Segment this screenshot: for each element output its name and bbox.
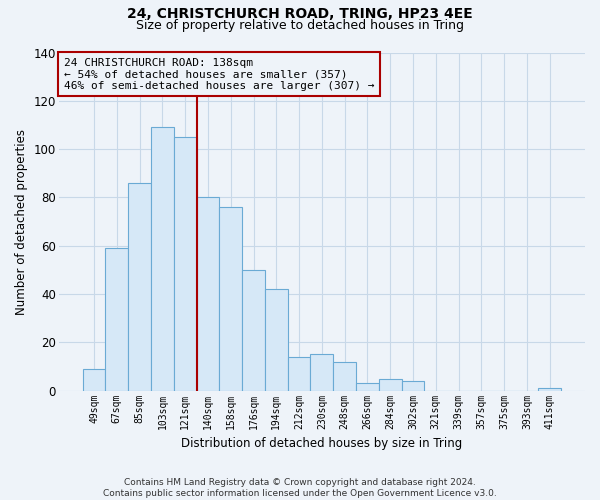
Bar	[356, 384, 379, 390]
Bar	[401, 381, 424, 390]
Bar	[220, 207, 242, 390]
Bar	[287, 357, 310, 390]
Bar	[151, 128, 174, 390]
Bar	[106, 248, 128, 390]
X-axis label: Distribution of detached houses by size in Tring: Distribution of detached houses by size …	[181, 437, 463, 450]
Bar	[538, 388, 561, 390]
Y-axis label: Number of detached properties: Number of detached properties	[15, 128, 28, 314]
Text: Size of property relative to detached houses in Tring: Size of property relative to detached ho…	[136, 18, 464, 32]
Bar	[333, 362, 356, 390]
Bar	[197, 198, 220, 390]
Text: 24, CHRISTCHURCH ROAD, TRING, HP23 4EE: 24, CHRISTCHURCH ROAD, TRING, HP23 4EE	[127, 8, 473, 22]
Bar	[379, 378, 401, 390]
Bar	[128, 183, 151, 390]
Text: 24 CHRISTCHURCH ROAD: 138sqm
← 54% of detached houses are smaller (357)
46% of s: 24 CHRISTCHURCH ROAD: 138sqm ← 54% of de…	[64, 58, 374, 91]
Text: Contains HM Land Registry data © Crown copyright and database right 2024.
Contai: Contains HM Land Registry data © Crown c…	[103, 478, 497, 498]
Bar	[265, 289, 287, 390]
Bar	[174, 137, 197, 390]
Bar	[242, 270, 265, 390]
Bar	[83, 369, 106, 390]
Bar	[310, 354, 333, 390]
